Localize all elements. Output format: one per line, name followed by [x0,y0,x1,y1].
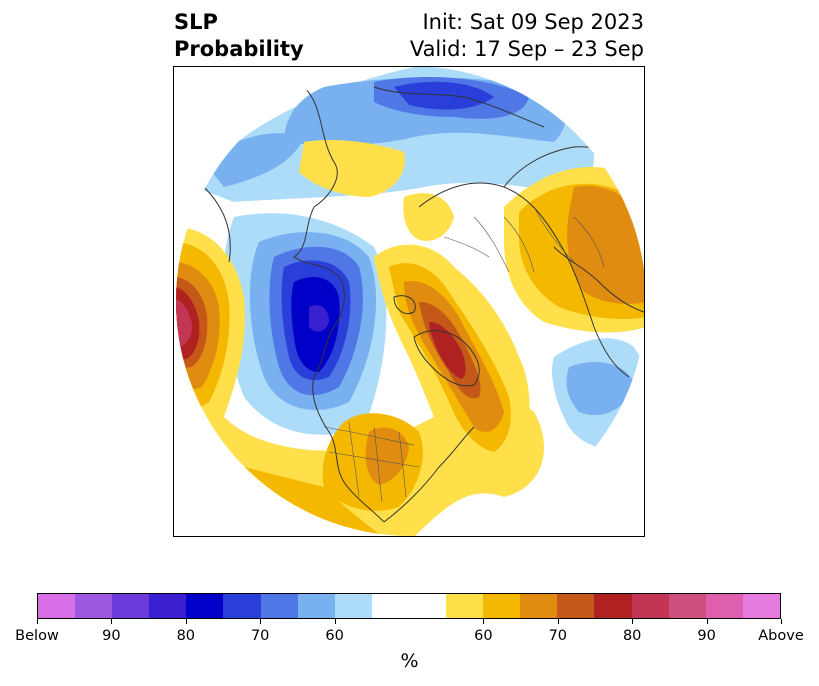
above-band-60-pacific [176,227,544,536]
above-band-80-atlantic [429,322,466,379]
colorbar-tick [260,619,262,624]
above-band-70-europe [567,185,644,304]
colorbar-segment [75,594,113,618]
colorbar [37,593,781,619]
chart-title-left: SLP Probability [174,9,304,63]
colorbar-tick-label: 60 [325,628,344,644]
country-borders [323,206,605,503]
colorbar-tick-label: 70 [548,628,568,644]
colorbar-segment [260,594,298,618]
map-canvas [176,67,644,536]
colorbar-tick-label: 90 [102,628,121,644]
colorbar-tick-label: Above [758,628,804,644]
colorbar-unit-label: % [400,650,419,672]
below-band-70-atlantic [566,362,634,416]
above-band-85-pacific [176,299,192,347]
colorbar-segment [742,594,780,618]
title-variable: SLP [174,10,218,34]
colorbar-tick-label: 60 [474,628,493,644]
colorbar-segment [705,594,743,618]
colorbar-segment [483,594,521,618]
title-type: Probability [174,37,304,61]
colorbar-tick-label: 90 [697,628,716,644]
colorbar-segment [371,594,409,618]
below-band-80-siberia [394,81,494,110]
colorbar-tick-label: 80 [622,628,642,644]
colorbar-tick-label: Below [15,628,59,644]
probability-field [176,67,644,536]
colorbar-tick-label: 80 [176,628,196,644]
colorbar-segment [520,594,558,618]
colorbar-tick [781,619,782,624]
colorbar-segment [38,594,76,618]
colorbar-ticks [37,619,782,627]
above-band-60-greenland [403,193,454,241]
colorbar-tick [483,619,485,624]
chart-title-right: Init: Sat 09 Sep 2023 Valid: 17 Sep – 23… [410,9,644,63]
colorbar-tick [334,619,336,624]
colorbar-segment [149,594,187,618]
colorbar-tick [185,619,187,624]
colorbar-segment [557,594,595,618]
colorbar-tick-label: 70 [250,628,270,644]
colorbar-segment [408,594,447,618]
colorbar-segment [446,594,484,618]
below-band-core-siberia [309,305,329,332]
colorbar-tick [632,619,634,624]
colorbar-segment [594,594,632,618]
colorbar-segment [223,594,261,618]
colorbar-tick [706,619,708,624]
colorbar-segment [297,594,335,618]
above-band-60-siberia [299,140,405,197]
colorbar-segment [668,594,706,618]
colorbar-tick [557,619,559,624]
colorbar-segment [112,594,150,618]
colorbar-segment [186,594,224,618]
colorbar-segment [334,594,372,618]
colorbar-tick [37,619,38,624]
polar-map [173,66,645,537]
valid-range: Valid: 17 Sep – 23 Sep [409,37,644,61]
colorbar-segment [631,594,669,618]
init-date: Init: Sat 09 Sep 2023 [422,10,644,34]
colorbar-tick [111,619,113,624]
